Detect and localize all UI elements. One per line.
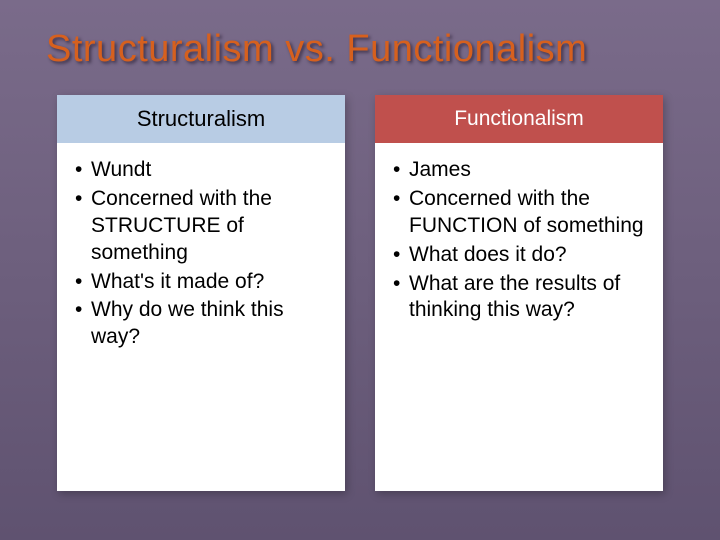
slide: Structuralism vs. Functionalism Structur…	[0, 0, 720, 540]
list-item: James	[393, 157, 649, 184]
list-item: Why do we think this way?	[75, 297, 331, 351]
list-item: Concerned with the STRUCTURE of somethin…	[75, 186, 331, 267]
right-panel-header: Functionalism	[375, 95, 663, 143]
right-panel: Functionalism James Concerned with the F…	[375, 95, 663, 491]
list-item: Concerned with the FUNCTION of something	[393, 186, 649, 240]
list-item: Wundt	[75, 157, 331, 184]
comparison-columns: Structuralism Wundt Concerned with the S…	[46, 95, 674, 510]
list-item: What's it made of?	[75, 269, 331, 296]
slide-title: Structuralism vs. Functionalism	[46, 28, 674, 71]
right-panel-body: James Concerned with the FUNCTION of som…	[375, 143, 663, 491]
left-panel: Structuralism Wundt Concerned with the S…	[57, 95, 345, 491]
list-item: What are the results of thinking this wa…	[393, 271, 649, 325]
list-item: What does it do?	[393, 242, 649, 269]
left-panel-header: Structuralism	[57, 95, 345, 143]
left-panel-body: Wundt Concerned with the STRUCTURE of so…	[57, 143, 345, 491]
